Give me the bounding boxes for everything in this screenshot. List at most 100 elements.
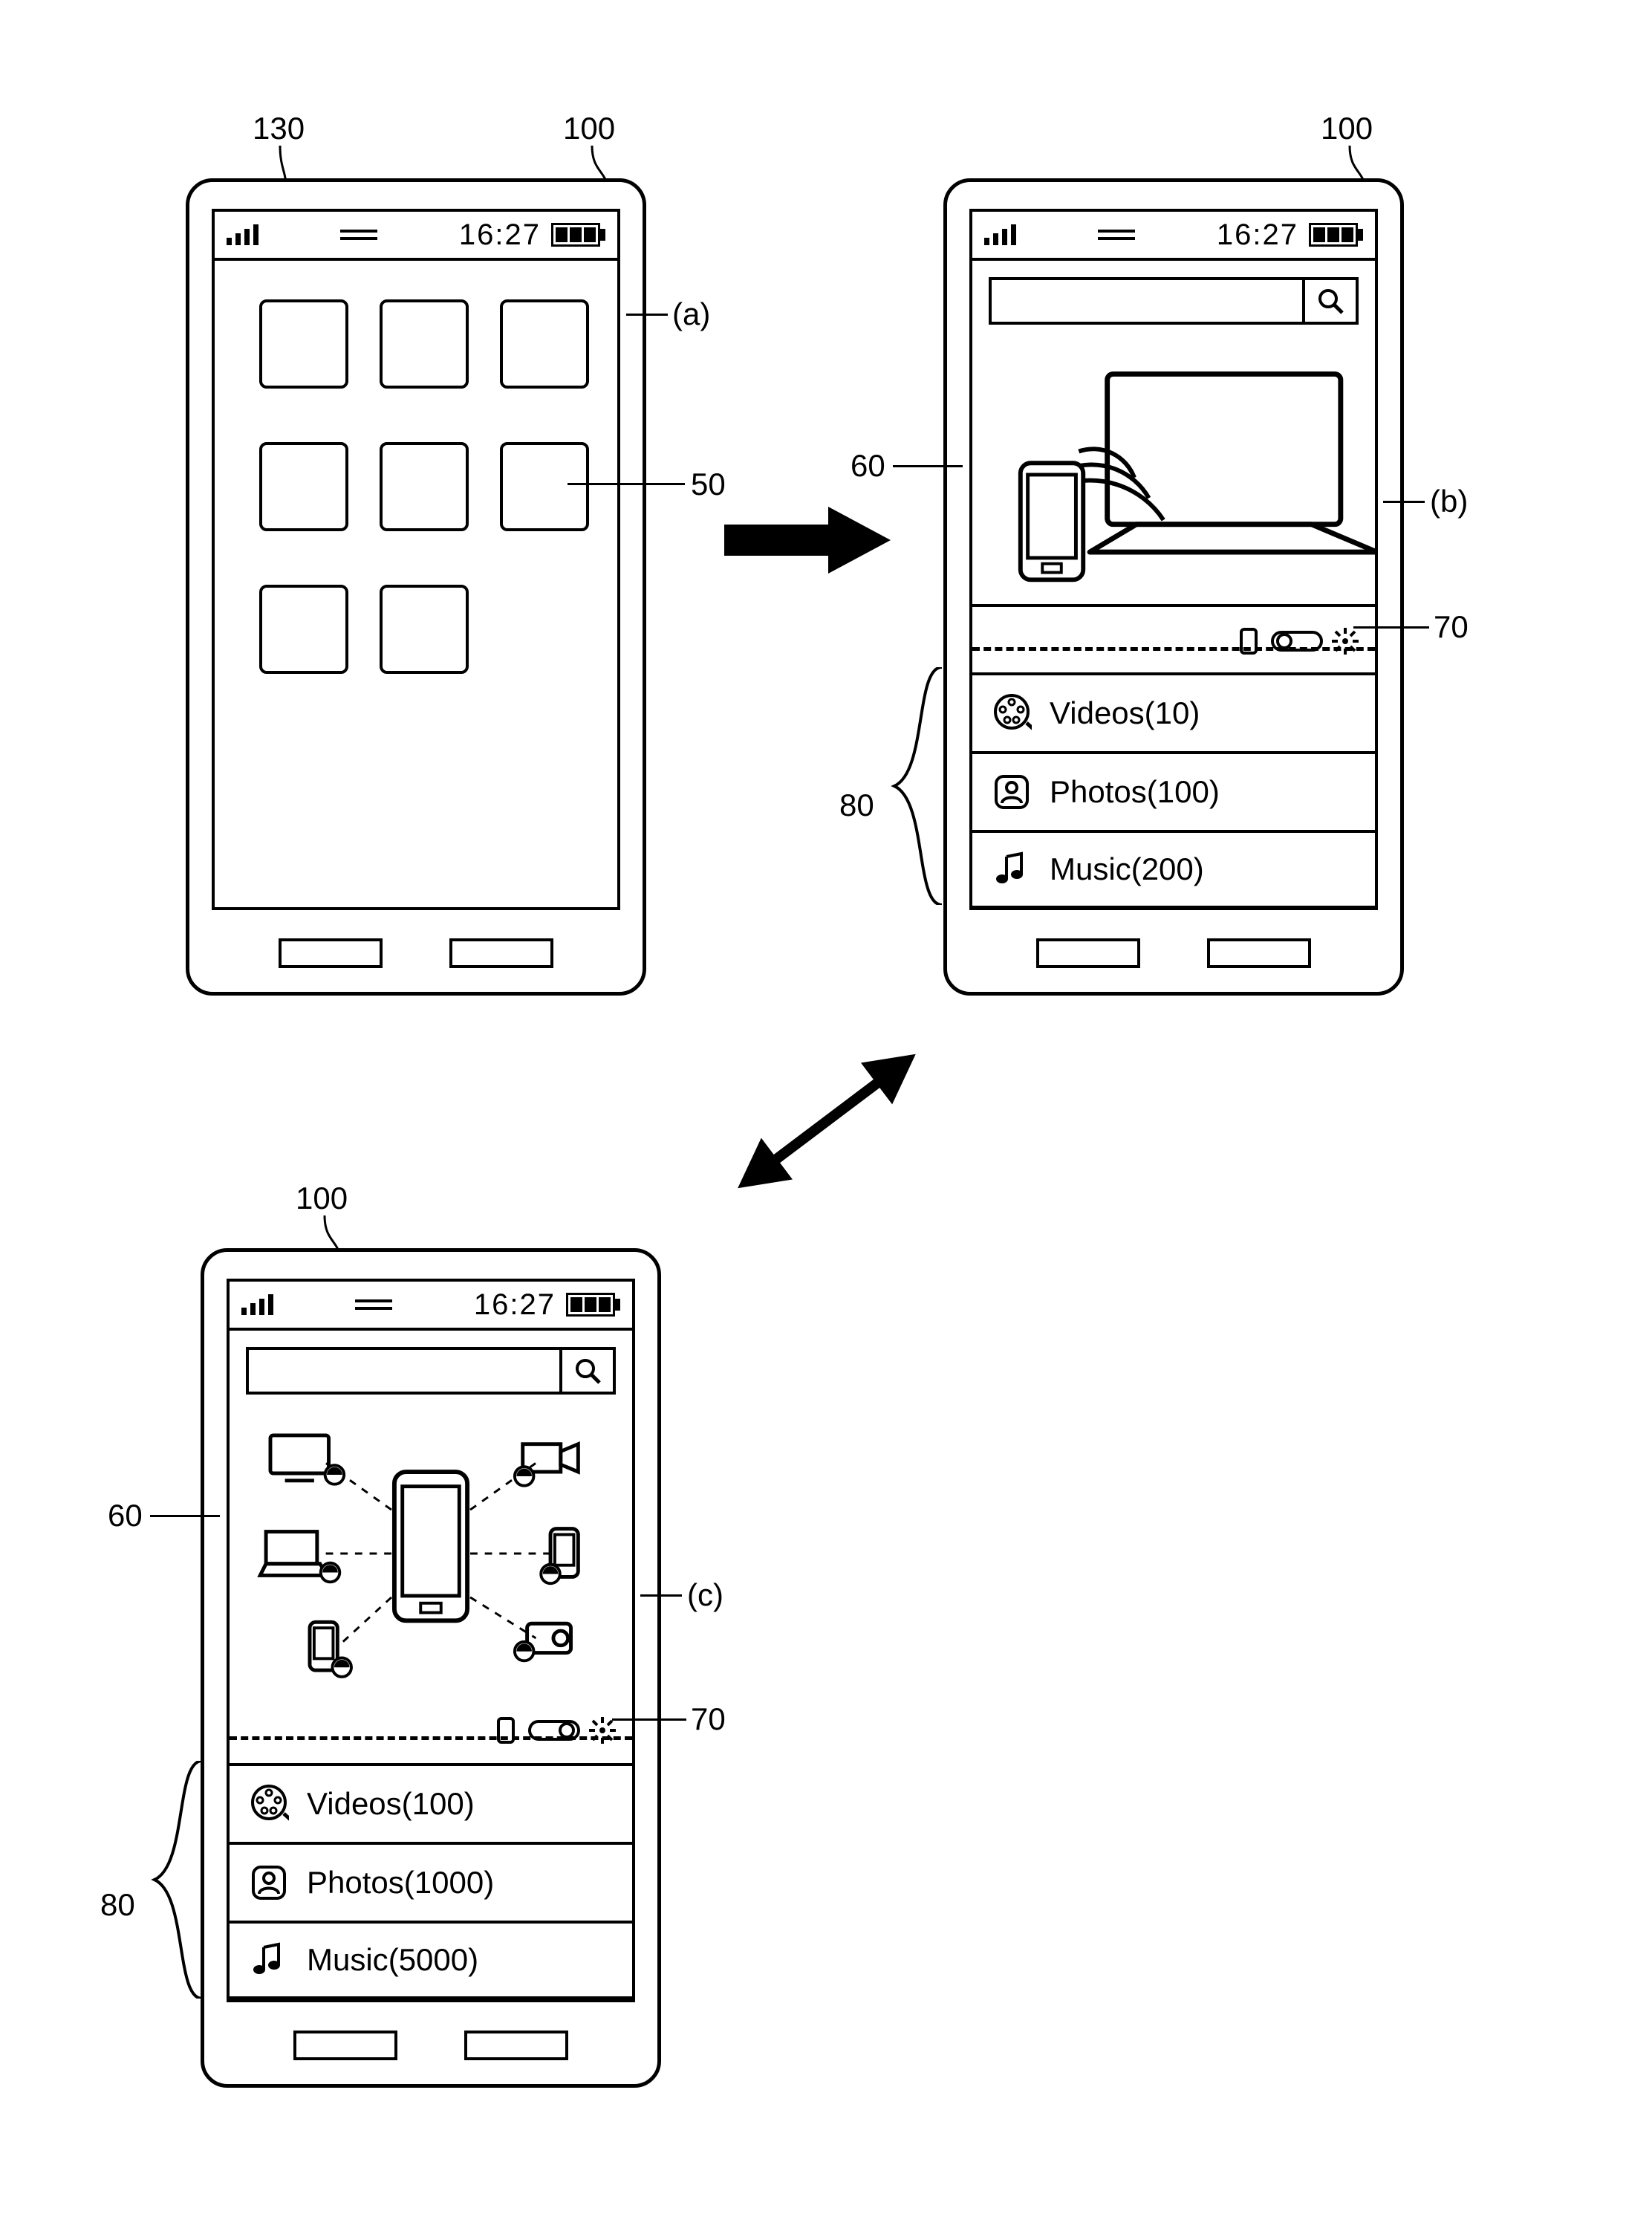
leader-50	[568, 483, 685, 485]
app-icon[interactable]	[380, 299, 469, 389]
category-list: Videos(100) Photos(1000) Music(5000)	[230, 1763, 632, 1999]
search-input[interactable]	[249, 1350, 559, 1392]
category-label: Music	[307, 1942, 388, 1977]
category-label: Videos	[307, 1786, 402, 1821]
menu-icon	[340, 225, 377, 244]
toggle-switch-icon[interactable]	[528, 1716, 580, 1745]
hw-button-right[interactable]	[449, 938, 553, 968]
search-icon[interactable]	[1302, 280, 1356, 322]
ref-100-b: 100	[1321, 113, 1373, 144]
figure-stage: 130 100 100 100 16:27	[0, 0, 1652, 2217]
ref-60-b: 60	[851, 448, 885, 484]
category-videos[interactable]: Videos(100)	[230, 1763, 632, 1842]
clock: 16:27	[1217, 218, 1298, 252]
signal-icon	[227, 224, 258, 245]
ref-80-c: 80	[100, 1887, 135, 1923]
arrow-right-icon	[724, 499, 898, 581]
ref-80-b: 80	[839, 788, 874, 823]
menu-icon	[1098, 225, 1135, 244]
app-icon[interactable]	[259, 442, 348, 531]
app-icon[interactable]	[259, 585, 348, 674]
curly-brace-icon	[885, 667, 945, 905]
category-music[interactable]: Music(200)	[972, 830, 1375, 909]
mode-toggle[interactable]	[1237, 626, 1360, 656]
leader-b	[1383, 501, 1425, 503]
ref-100-c: 100	[296, 1183, 348, 1214]
leader-60-b	[893, 465, 963, 467]
leader-c	[640, 1594, 682, 1597]
hw-button-left[interactable]	[1036, 938, 1140, 968]
category-count: 10	[1155, 695, 1190, 730]
device-hub-visualization	[230, 1412, 632, 1695]
search-input[interactable]	[992, 280, 1302, 322]
curly-brace-icon	[146, 1761, 205, 1999]
hw-button-left[interactable]	[293, 2031, 397, 2060]
app-icon[interactable]	[500, 299, 589, 389]
category-music[interactable]: Music(5000)	[230, 1921, 632, 1999]
ref-100-a: 100	[563, 113, 615, 144]
broadcast-icon	[1330, 626, 1360, 656]
signal-icon	[984, 224, 1016, 245]
hw-button-right[interactable]	[464, 2031, 568, 2060]
leader-60-c	[150, 1515, 220, 1517]
music-note-icon	[992, 849, 1032, 889]
hw-button-left[interactable]	[279, 938, 383, 968]
mode-toggle[interactable]	[494, 1716, 617, 1745]
search-icon[interactable]	[559, 1350, 613, 1392]
phone-small-icon	[494, 1716, 521, 1745]
screen-label-b: (b)	[1430, 484, 1468, 519]
app-icon[interactable]	[500, 442, 589, 531]
category-photos[interactable]: Photos(1000)	[230, 1842, 632, 1921]
screen-c: 16:27	[227, 1279, 635, 2002]
phone-c: 16:27	[201, 1248, 661, 2088]
category-count: 1000	[414, 1865, 484, 1900]
category-label: Photos	[1050, 774, 1147, 809]
screen-label-c: (c)	[687, 1577, 723, 1613]
clock: 16:27	[459, 218, 541, 252]
category-label: Photos	[307, 1865, 404, 1900]
category-videos[interactable]: Videos(10)	[972, 672, 1375, 751]
ref-60-c: 60	[108, 1498, 143, 1533]
app-icon[interactable]	[259, 299, 348, 389]
leader-70-c	[612, 1718, 686, 1721]
phone-a: 16:27	[186, 178, 646, 996]
clock: 16:27	[474, 1288, 556, 1322]
category-count: 100	[1157, 774, 1209, 809]
signal-icon	[241, 1294, 273, 1315]
category-list: Videos(10) Photos(100) Music(200)	[972, 672, 1375, 909]
app-icon[interactable]	[380, 585, 469, 674]
battery-icon	[566, 1293, 620, 1317]
battery-icon	[1309, 223, 1363, 247]
film-reel-icon	[249, 1784, 289, 1824]
leader-a	[626, 314, 668, 316]
person-icon	[992, 772, 1032, 812]
category-count: 100	[412, 1786, 464, 1821]
app-icon[interactable]	[380, 442, 469, 531]
category-photos[interactable]: Photos(100)	[972, 751, 1375, 830]
search-bar[interactable]	[246, 1347, 616, 1395]
category-label: Videos	[1050, 695, 1145, 730]
leader-70-b	[1353, 626, 1429, 629]
ref-50: 50	[691, 467, 726, 502]
ref-70-c: 70	[691, 1701, 726, 1737]
status-bar: 16:27	[230, 1282, 632, 1331]
music-note-icon	[249, 1940, 289, 1980]
toggle-switch-icon[interactable]	[1271, 626, 1323, 656]
category-label: Music	[1050, 851, 1131, 886]
status-bar: 16:27	[215, 212, 617, 261]
person-icon	[249, 1863, 289, 1903]
device-visualization	[972, 343, 1375, 607]
ref-70-b: 70	[1434, 609, 1469, 645]
screen-b: 16:27	[969, 209, 1378, 910]
film-reel-icon	[992, 693, 1032, 733]
menu-icon	[355, 1295, 392, 1314]
phone-small-icon	[1237, 626, 1264, 656]
category-count: 200	[1142, 851, 1194, 886]
double-arrow-icon	[709, 1033, 962, 1233]
screen-a: 16:27	[212, 209, 620, 910]
battery-icon	[551, 223, 605, 247]
screen-label-a: (a)	[672, 296, 710, 332]
hw-button-right[interactable]	[1207, 938, 1311, 968]
status-bar: 16:27	[972, 212, 1375, 261]
search-bar[interactable]	[989, 277, 1359, 325]
